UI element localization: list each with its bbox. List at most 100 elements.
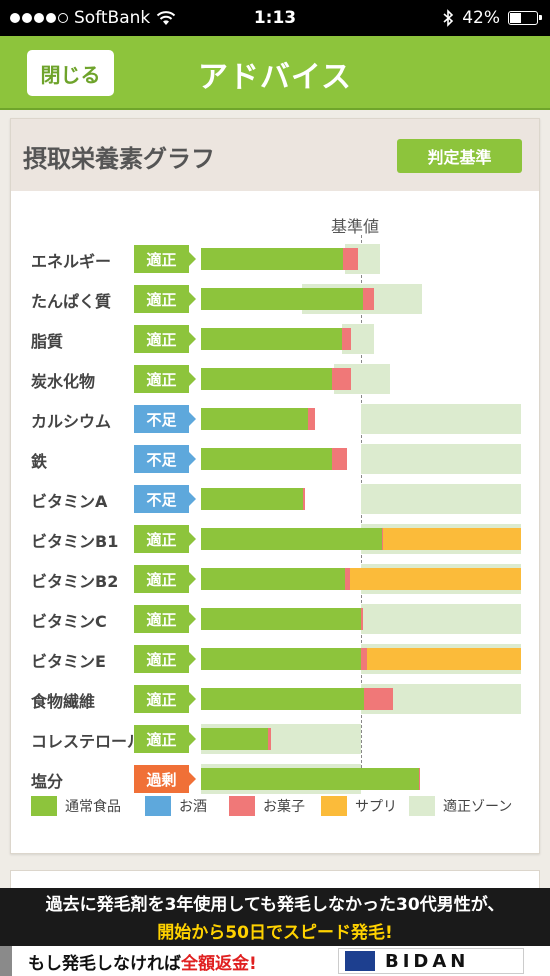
ad-cta-highlight: 全額返金!	[181, 954, 257, 974]
nutrient-row: ビタミンB2 適正	[11, 559, 539, 599]
legend-item: 通常食品	[31, 796, 121, 816]
status-badge: 不足	[134, 445, 196, 473]
bar-segment	[343, 248, 358, 270]
optimal-zone	[361, 444, 521, 474]
bar-track	[201, 244, 521, 274]
nutrient-row: ビタミンB1 適正	[11, 519, 539, 559]
bar-track	[201, 524, 521, 554]
ad-brand-logo: BIDAN	[338, 948, 524, 974]
bar-segment	[383, 528, 521, 550]
legend-label: 通常食品	[65, 799, 121, 815]
bar-track	[201, 764, 521, 794]
legend-swatch	[145, 796, 171, 816]
signal-dot	[10, 13, 20, 23]
bluetooth-icon	[443, 9, 454, 27]
nutrient-label: 塩分	[31, 772, 64, 791]
nutrient-label: ビタミンE	[31, 652, 106, 671]
nutrient-label: ビタミンA	[31, 492, 108, 511]
nutrient-row: ビタミンE 適正	[11, 639, 539, 679]
nutrient-row: カルシウム 不足	[11, 399, 539, 439]
nutrient-label: ビタミンC	[31, 612, 107, 631]
status-badge: 過剰	[134, 765, 196, 793]
ad-footer: もし発毛しなければ全額返金! BIDAN	[0, 946, 550, 976]
bar-track	[201, 684, 521, 714]
bar-segment	[361, 608, 363, 630]
card-header: 摂取栄養素グラフ 判定基準	[11, 119, 539, 191]
nutrient-label: 鉄	[31, 452, 48, 471]
bar-segment	[201, 488, 304, 510]
legend-label: お菓子	[263, 799, 305, 815]
legend-item: お菓子	[229, 796, 305, 816]
bar-segment	[201, 688, 365, 710]
status-badge: 適正	[134, 605, 196, 633]
nutrient-label: コレステロール	[31, 732, 144, 751]
ad-brand-name: BIDAN	[385, 950, 470, 972]
bar-segment	[268, 728, 272, 750]
status-badge: 適正	[134, 525, 196, 553]
nutrient-graph-card: 摂取栄養素グラフ 判定基準 基準値 通常食品 お酒 お菓子 サプリ 適正ゾーン エネルギ…	[10, 118, 540, 854]
ad-cta: もし発毛しなければ全額返金!	[28, 949, 257, 974]
nutrient-row: 食物繊維 適正	[11, 679, 539, 719]
bar-segment	[345, 568, 350, 590]
signal-dot	[22, 13, 32, 23]
bar-track	[201, 444, 521, 474]
nutrient-label: ビタミンB1	[31, 532, 119, 551]
baseline-label: 基準値	[331, 217, 380, 236]
bar-segment	[201, 448, 333, 470]
bar-segment	[201, 288, 363, 310]
nutrient-row: 脂質 適正	[11, 319, 539, 359]
bar-segment	[303, 488, 305, 510]
battery-percent: 42%	[462, 8, 500, 28]
bar-segment	[361, 648, 368, 670]
status-badge: 適正	[134, 245, 196, 273]
ad-headline: 過去に発毛剤を3年使用しても発毛しなかった30代男性が、	[45, 895, 505, 915]
status-badge: 適正	[134, 725, 196, 753]
nutrient-row: 塩分 過剰	[11, 759, 539, 799]
bar-track	[201, 484, 521, 514]
close-button[interactable]: 閉じる	[27, 50, 114, 96]
legend-swatch	[321, 796, 347, 816]
nutrient-label: カルシウム	[31, 412, 112, 431]
bar-segment	[201, 368, 333, 390]
status-badge: 適正	[134, 325, 196, 353]
signal-dot	[58, 13, 68, 23]
nutrient-row: 鉄 不足	[11, 439, 539, 479]
nutrient-label: 炭水化物	[31, 372, 96, 391]
status-badge: 不足	[134, 405, 196, 433]
next-card-edge	[10, 870, 540, 888]
card-title: 摂取栄養素グラフ	[23, 145, 215, 173]
nutrient-row: 炭水化物 適正	[11, 359, 539, 399]
bar-segment	[201, 568, 345, 590]
legend-item: 適正ゾーン	[409, 796, 512, 816]
navigation-bar: 閉じる アドバイス	[0, 36, 550, 110]
nutrient-row: エネルギー 適正	[11, 239, 539, 279]
bar-segment	[201, 768, 419, 790]
status-bar: SoftBank 1:13 42%	[0, 0, 550, 36]
bar-track	[201, 604, 521, 634]
bar-segment	[201, 328, 342, 350]
bar-track	[201, 724, 521, 754]
nutrient-label: エネルギー	[31, 252, 112, 271]
bar-track	[201, 404, 521, 434]
ad-banner[interactable]: 過去に発毛剤を3年使用しても発毛しなかった30代男性が、 開始から50日でスピー…	[0, 888, 550, 976]
optimal-zone	[361, 404, 521, 434]
nutrient-row: ビタミンA 不足	[11, 479, 539, 519]
nutrient-label: 食物繊維	[31, 692, 96, 711]
bar-track	[201, 284, 521, 314]
legend-item: お酒	[145, 796, 207, 816]
chart-legend: 通常食品 お酒 お菓子 サプリ 適正ゾーン	[11, 796, 539, 826]
brand-mark-icon	[345, 951, 375, 971]
wifi-icon	[157, 11, 176, 25]
status-badge: 不足	[134, 485, 196, 513]
status-badge: 適正	[134, 565, 196, 593]
bar-segment	[418, 768, 421, 790]
bar-segment	[362, 288, 374, 310]
nutrient-row: コレステロール 適正	[11, 719, 539, 759]
nutrient-label: 脂質	[31, 332, 64, 351]
criteria-button[interactable]: 判定基準	[397, 139, 522, 173]
ad-subheadline: 開始から50日でスピード発毛!	[157, 923, 393, 943]
signal-strength-icon	[10, 13, 68, 23]
optimal-zone	[361, 604, 521, 634]
nutrient-label: ビタミンB2	[31, 572, 119, 591]
nutrient-chart: 基準値 通常食品 お酒 お菓子 サプリ 適正ゾーン エネルギー 適正 たんぱく質 適正 脂質 適正…	[11, 191, 539, 855]
